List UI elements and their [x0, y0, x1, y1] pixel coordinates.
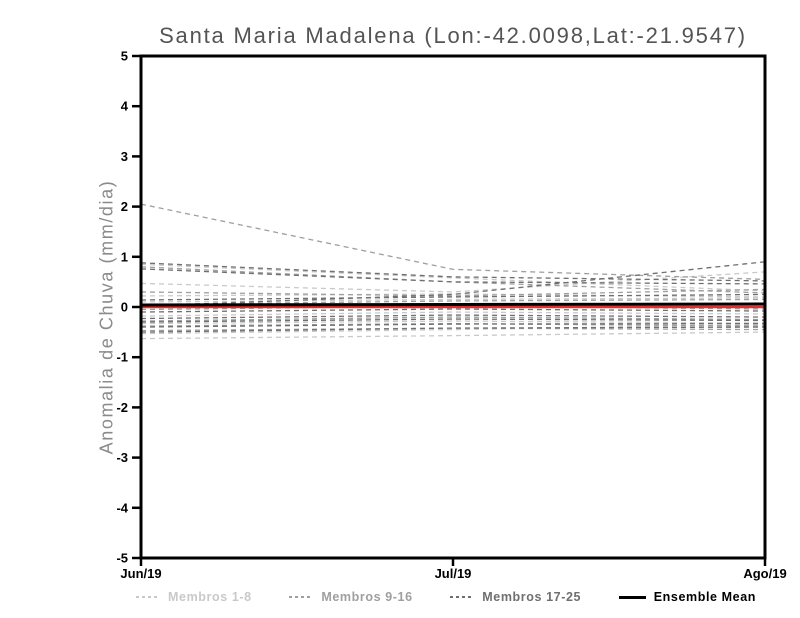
series-line-membro-22: [140, 314, 766, 320]
y-tick-label: 5: [121, 49, 128, 64]
dashed-line-sample-dark: [450, 596, 475, 598]
dashed-line-sample-medium: [289, 596, 314, 598]
legend-entry-membros-9-16: Membros 9-16: [289, 590, 412, 604]
plot-frame: [139, 54, 767, 560]
legend: Membros 1-8 Membros 9-16 Membros 17-25 E…: [136, 589, 756, 605]
series-line-membro-10: [140, 266, 766, 294]
legend-entry-ensemble-mean: Ensemble Mean: [618, 590, 756, 604]
y-tick-label: 2: [121, 199, 128, 214]
chart-title: Santa Maria Madalena (Lon:-42.0098,Lat:-…: [159, 23, 747, 48]
series-line-membro-5: [140, 311, 766, 317]
series-line-membro-1: [140, 263, 766, 292]
x-tick-label: Jul/19: [435, 566, 472, 581]
y-tick-label: 0: [121, 300, 128, 315]
y-tick-label: -5: [116, 551, 128, 566]
series-line-membro-9: [140, 203, 766, 281]
legend-label: Membros 1-8: [168, 590, 252, 604]
y-tick-label: 1: [121, 249, 128, 264]
x-tick-label: Jun/19: [120, 566, 161, 581]
dashed-line-sample-light: [136, 596, 160, 598]
solid-line-sample-black: [618, 595, 646, 599]
y-tick-label: -2: [116, 400, 128, 415]
y-tick-label: 3: [121, 149, 128, 164]
series-line-membro-2: [140, 271, 766, 293]
y-tick-label: 4: [121, 99, 129, 114]
legend-label: Ensemble Mean: [653, 590, 756, 604]
legend-label: Membros 17-25: [482, 590, 582, 604]
series-line-membro-8: [140, 331, 766, 340]
series-line-membro-21: [140, 308, 766, 313]
series-line-ensemble-mean: [140, 302, 766, 307]
legend-entry-membros-1-8: Membros 1-8: [136, 590, 252, 604]
y-tick-label: -3: [116, 450, 128, 465]
series-line-membro-3: [140, 293, 766, 298]
legend-label: Membros 9-16: [321, 590, 413, 604]
y-tick-label: -4: [116, 500, 128, 515]
series-line-membro-16: [140, 327, 766, 332]
x-tick-label: Ago/19: [743, 566, 786, 581]
legend-entry-membros-17-25: Membros 17-25: [450, 590, 581, 604]
y-tick-label: -1: [116, 350, 128, 365]
